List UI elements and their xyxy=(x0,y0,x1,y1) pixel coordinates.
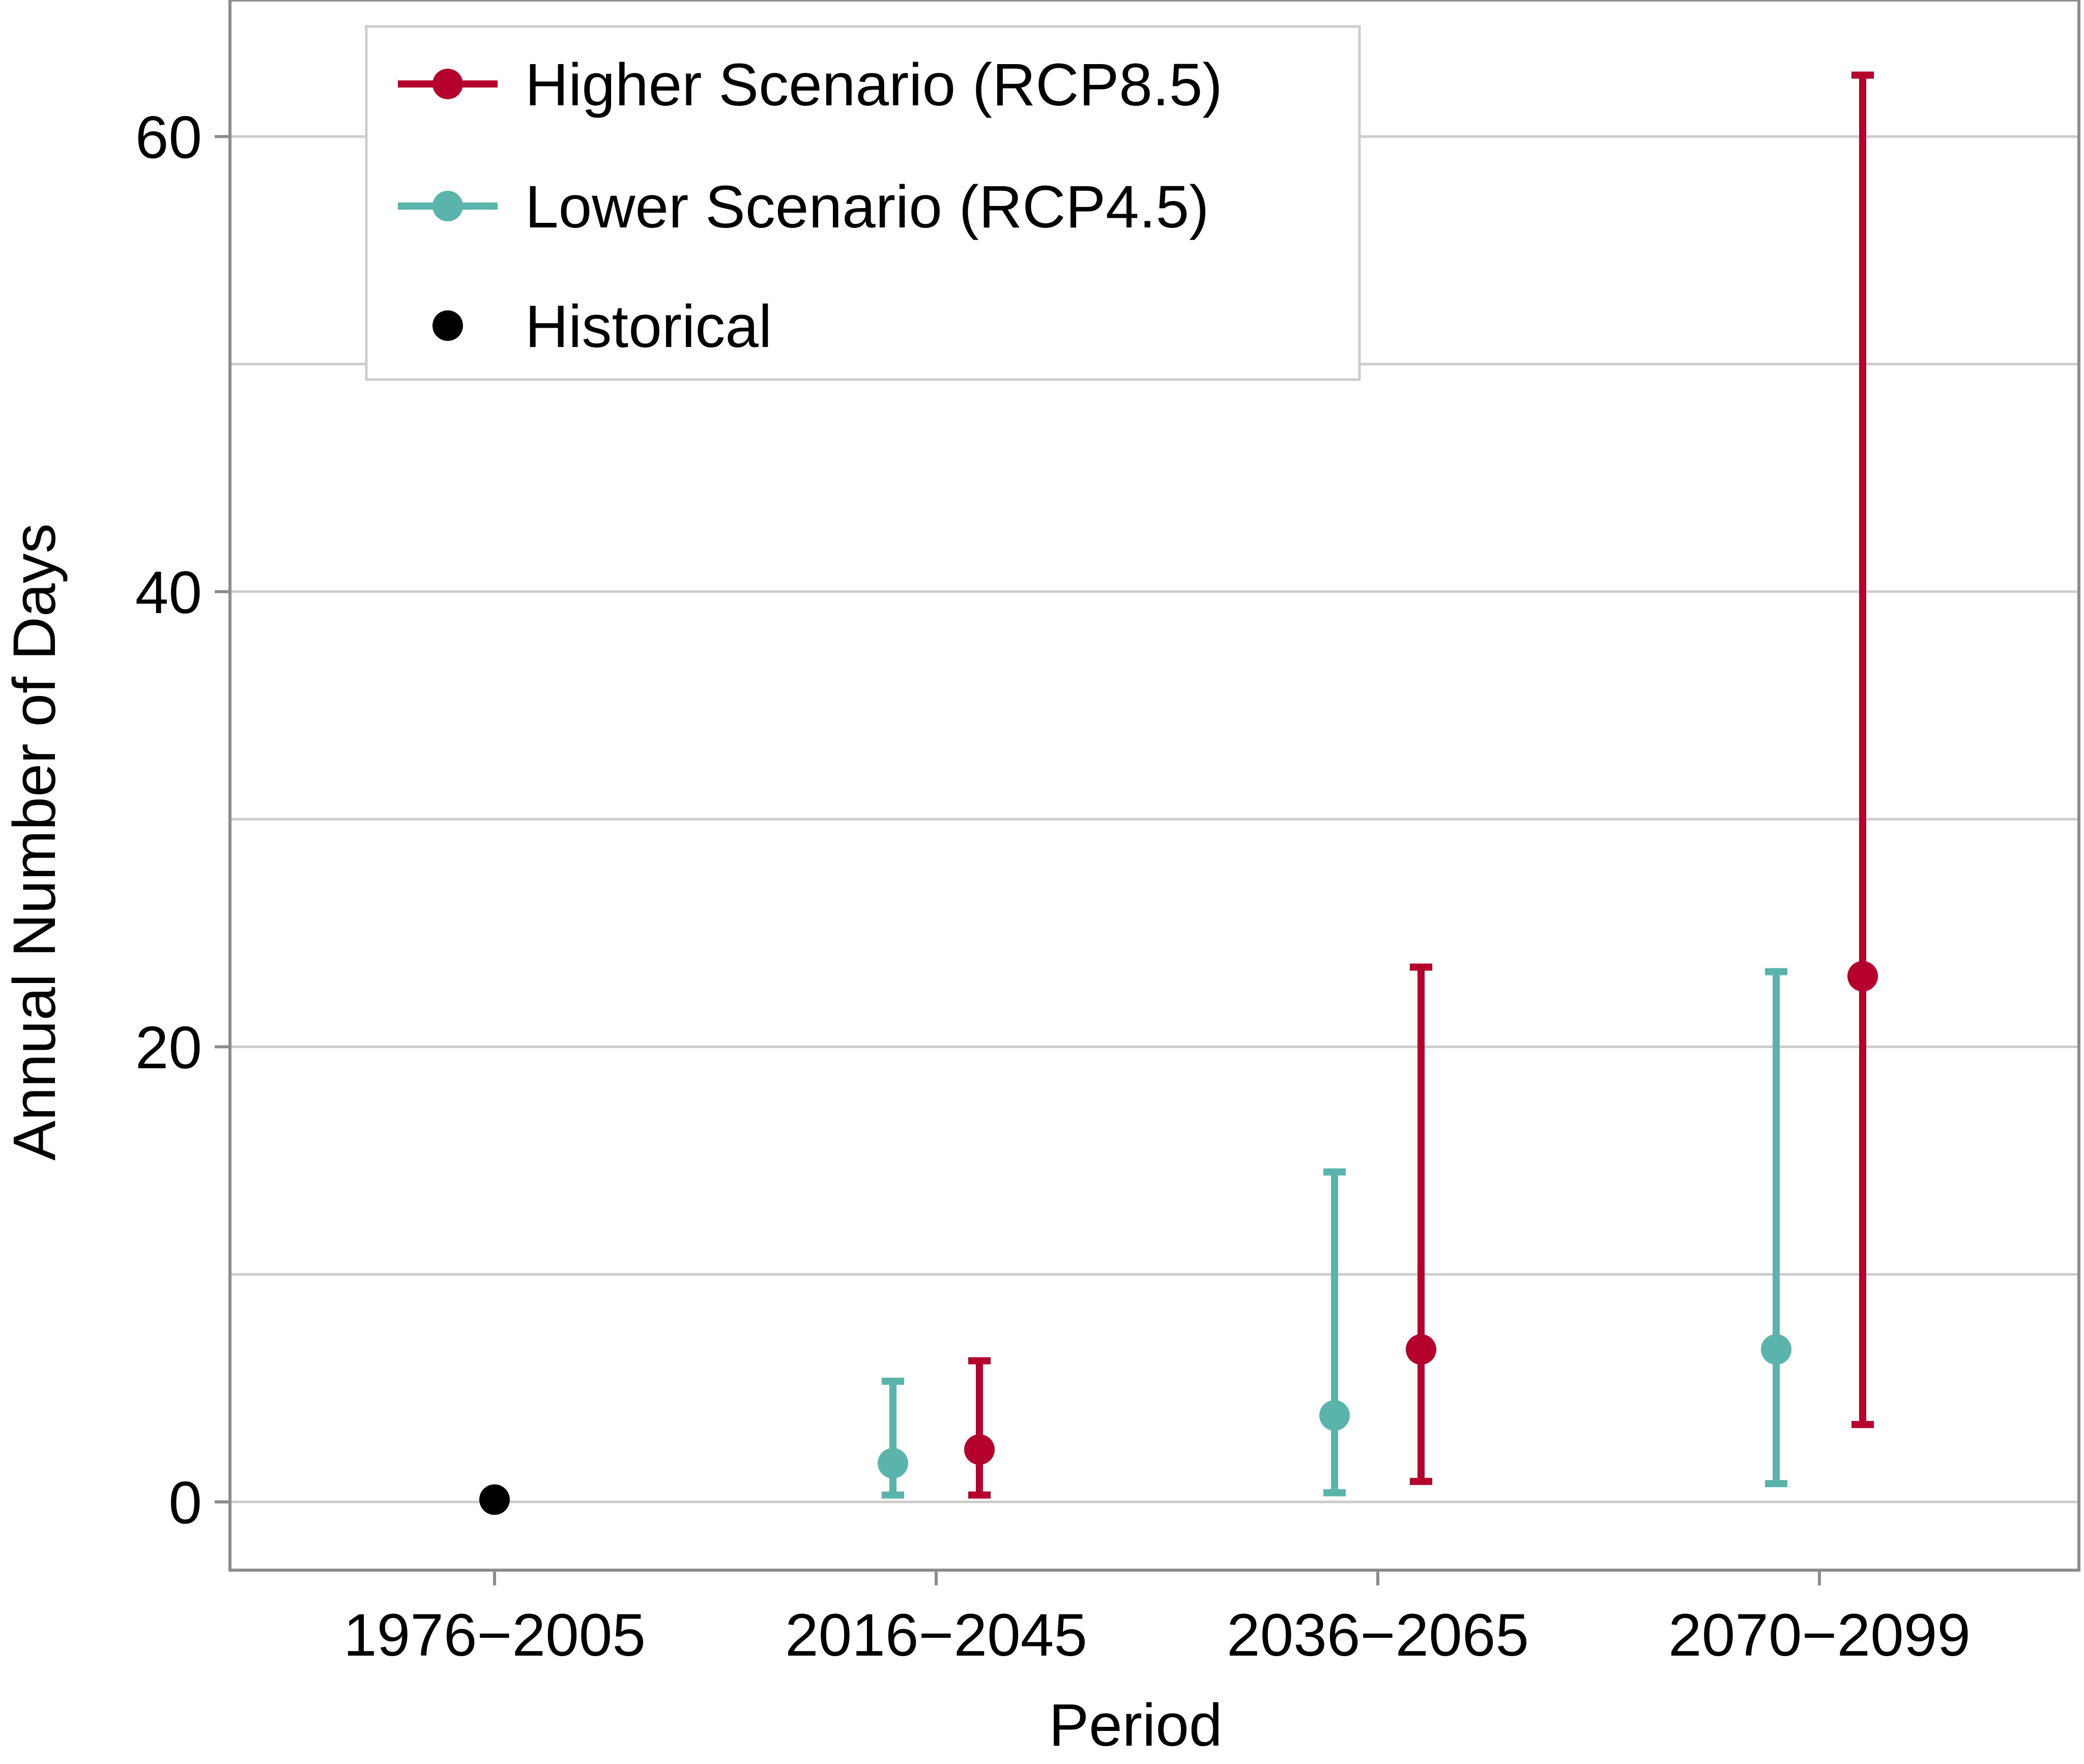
x-tick-label-0: 1976−2005 xyxy=(343,1602,646,1669)
legend: Higher Scenario (RCP8.5) Lower Scenario … xyxy=(365,25,1361,381)
legend-historical-marker-icon xyxy=(432,310,463,341)
point-lower-1 xyxy=(878,1448,908,1479)
y-tick-label-40: 40 xyxy=(135,559,202,626)
y-tick-label-20: 20 xyxy=(135,1014,202,1081)
legend-lower-marker-icon xyxy=(432,191,463,221)
data-marks xyxy=(479,71,1878,1515)
point-historical-0 xyxy=(479,1484,510,1515)
legend-item-historical: Historical xyxy=(432,293,772,360)
errorbar-lower-3 xyxy=(1765,968,1787,1488)
legend-label-lower: Lower Scenario (RCP4.5) xyxy=(525,173,1209,241)
errorbar-lower-2 xyxy=(1323,1168,1346,1496)
legend-label-higher: Higher Scenario (RCP8.5) xyxy=(525,51,1223,119)
legend-item-higher: Higher Scenario (RCP8.5) xyxy=(398,51,1223,119)
x-tick-label-2: 2036−2065 xyxy=(1227,1602,1529,1669)
legend-item-lower: Lower Scenario (RCP4.5) xyxy=(398,173,1209,241)
y-tick-label-60: 60 xyxy=(135,104,202,171)
point-lower-3 xyxy=(1761,1334,1791,1365)
errorbar-higher-3 xyxy=(1851,71,1874,1428)
x-tick-label-3: 2070−2099 xyxy=(1668,1602,1971,1669)
x-axis-title: Period xyxy=(1049,1692,1222,1759)
errorbar-higher-1 xyxy=(968,1357,991,1499)
plot-frame xyxy=(228,0,2080,1572)
legend-box xyxy=(365,25,1361,381)
errorbar-higher-2 xyxy=(1410,963,1432,1485)
point-higher-2 xyxy=(1406,1334,1436,1365)
x-tick-label-1: 2016−2045 xyxy=(785,1602,1087,1669)
legend-label-historical: Historical xyxy=(525,293,772,360)
y-tick-label-0: 0 xyxy=(168,1469,202,1537)
point-higher-3 xyxy=(1847,961,1878,992)
point-higher-1 xyxy=(964,1434,995,1465)
point-lower-2 xyxy=(1319,1400,1350,1431)
y-axis-title: Annual Number of Days xyxy=(1,523,68,1161)
axes: 0 20 40 60 1976−2005 2016−2045 2036−2065 2070−2… xyxy=(135,104,1971,1669)
legend-higher-marker-icon xyxy=(432,69,463,99)
